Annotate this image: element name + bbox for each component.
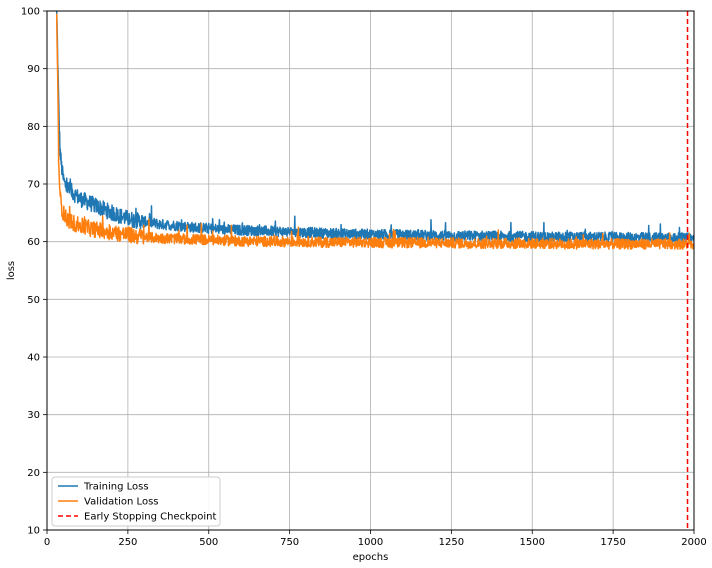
x-tick-label: 250 [118, 537, 137, 548]
x-tick-label: 0 [44, 537, 50, 548]
legend-box [51, 476, 221, 527]
legend-label-validation-loss: Validation Loss [84, 497, 159, 508]
x-tick-label: 500 [199, 537, 218, 548]
y-tick-label: 30 [27, 410, 40, 421]
x-tick-label: 1750 [600, 537, 625, 548]
x-tick-label: 1000 [358, 537, 383, 548]
legend-label-early-stopping: Early Stopping Checkpoint [84, 512, 217, 523]
x-tick-label: 2000 [681, 537, 706, 548]
x-axis-ticks: 0 250 500 750 1000 1250 1500 1750 2000 [44, 530, 707, 548]
y-axis-label: loss [6, 261, 17, 280]
y-tick-label: 60 [27, 237, 40, 248]
series-line-validation-loss [55, 13, 694, 250]
x-tick-label: 1250 [439, 537, 464, 548]
y-tick-label: 20 [27, 468, 40, 479]
y-axis-ticks: 10 20 30 40 50 60 70 80 90 100 [21, 7, 47, 537]
y-tick-label: 40 [27, 353, 40, 364]
x-axis-label: epochs [353, 552, 389, 563]
y-tick-label: 90 [27, 64, 40, 75]
x-tick-label: 750 [280, 537, 299, 548]
x-tick-label: 1500 [520, 537, 545, 548]
series-layer [55, 11, 694, 250]
y-tick-label: 80 [27, 122, 40, 133]
y-tick-label: 70 [27, 180, 40, 191]
legend: Training Loss Validation Loss Early Stop… [51, 476, 221, 527]
y-tick-label: 100 [21, 7, 40, 18]
y-tick-label: 50 [27, 295, 40, 306]
y-tick-label: 10 [27, 526, 40, 537]
legend-label-training-loss: Training Loss [83, 482, 149, 493]
